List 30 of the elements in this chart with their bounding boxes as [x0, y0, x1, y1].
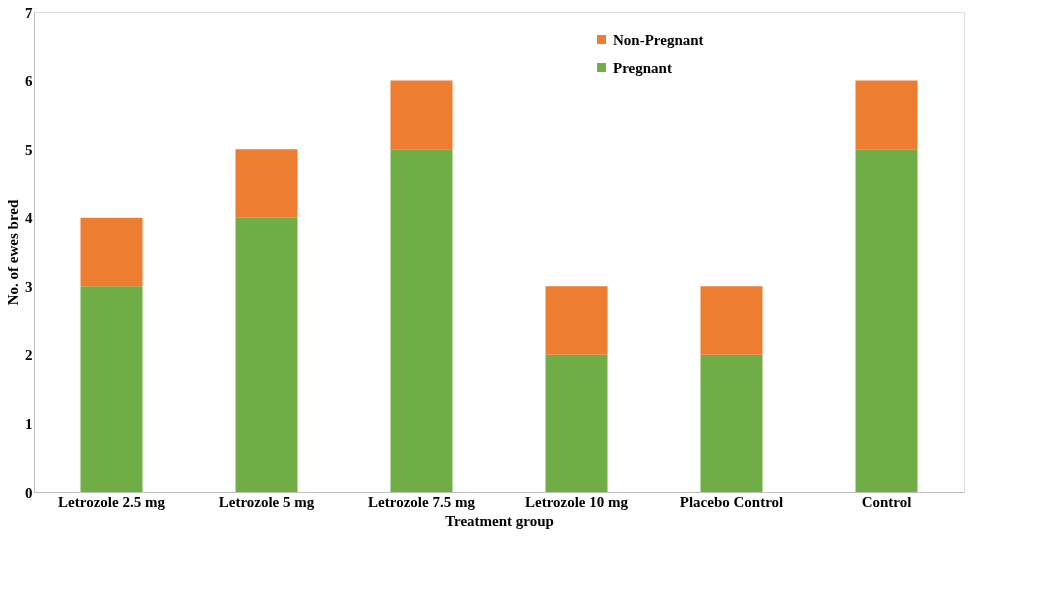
y-tick-label: 3 — [25, 278, 33, 295]
bar — [855, 149, 918, 492]
bar — [80, 217, 143, 287]
x-tick-label: Letrozole 5 mg — [218, 493, 315, 510]
y-tick-label: 4 — [25, 210, 33, 227]
legend-label: Non-Pregnant — [613, 31, 704, 48]
y-tick-label: 2 — [25, 347, 33, 364]
legend-label: Pregnant — [613, 59, 672, 76]
y-tick-label: 1 — [25, 415, 33, 432]
y-tick-label: 7 — [25, 4, 33, 21]
bar — [700, 354, 763, 492]
bar — [700, 286, 763, 355]
bar — [80, 286, 143, 492]
bar — [545, 286, 608, 355]
y-tick-label: 6 — [25, 73, 33, 90]
x-tick-label: Placebo Control — [679, 493, 784, 510]
bar — [235, 149, 298, 218]
x-tick-label: Control — [861, 493, 912, 510]
x-tick-label: Letrozole 2.5 mg — [58, 493, 166, 510]
x-tick-label: Letrozole 10 mg — [524, 493, 629, 510]
bar — [235, 217, 298, 492]
bar — [545, 354, 608, 492]
x-tick-label: Letrozole 7.5 mg — [368, 493, 476, 510]
x-axis-title: Treatment group — [445, 512, 554, 529]
y-tick-label: 0 — [25, 484, 33, 501]
bar — [390, 80, 453, 150]
bar — [855, 80, 918, 150]
y-axis-title: No. of ewes bred — [5, 199, 21, 306]
y-tick-label: 5 — [25, 141, 33, 158]
bar — [390, 149, 453, 492]
